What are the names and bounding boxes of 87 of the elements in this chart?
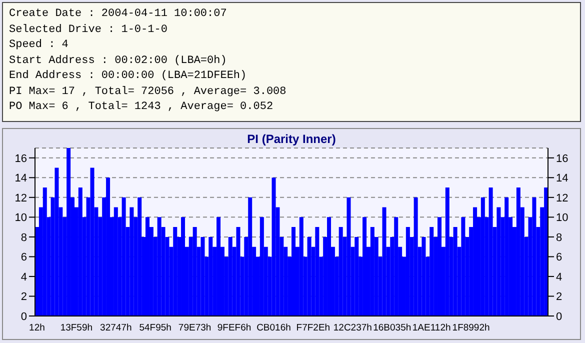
bar <box>106 178 110 316</box>
bar <box>414 197 418 316</box>
bar <box>406 227 410 316</box>
bar <box>90 168 94 316</box>
bar <box>438 217 442 316</box>
bar <box>66 148 71 316</box>
chart-title: PI (Parity Inner) <box>246 132 337 146</box>
text: End Address : 00:00:00 (LBA=21DFEEh) <box>9 69 248 84</box>
y2-tick-label: 6 <box>556 252 562 264</box>
bar <box>370 227 374 316</box>
bar <box>42 188 47 316</box>
bar <box>181 217 186 316</box>
bar <box>496 207 501 316</box>
y2-tick-label: 0 <box>556 310 562 323</box>
bar <box>422 236 426 316</box>
bar <box>272 178 276 316</box>
bar <box>480 197 485 316</box>
bar <box>504 197 509 316</box>
y2-tick-label: 16 <box>556 152 568 165</box>
bar <box>248 197 252 316</box>
bar <box>488 188 493 316</box>
bar <box>173 227 178 316</box>
text: Create Date : 2004-04-11 10:00:07 <box>9 7 228 22</box>
bar <box>260 217 264 316</box>
bar <box>354 236 359 316</box>
bar <box>228 236 232 316</box>
y2-tick-label: 8 <box>556 232 562 244</box>
bar <box>138 197 142 316</box>
x-tick-label: 13F59h <box>60 322 93 334</box>
x-tick-label: F7F2Eh <box>296 322 330 334</box>
bar <box>382 207 386 316</box>
bar <box>54 168 59 316</box>
bar <box>236 227 240 316</box>
bar <box>122 197 126 316</box>
bar <box>157 217 162 316</box>
x-tick-label: 1AE112h <box>412 322 451 334</box>
y2-tick-label: 4 <box>556 271 562 284</box>
y-tick-label: 14 <box>14 172 27 185</box>
y2-tick-label: 12 <box>556 192 568 204</box>
bar <box>299 217 304 316</box>
x-tick-label: 16B035h <box>373 322 412 334</box>
y-tick-label: 6 <box>20 252 27 264</box>
y2-tick-label: 14 <box>556 172 568 185</box>
text: PI Max= 17 , Total= 72056 , Average= 3.008 <box>9 84 288 100</box>
text: Start Address : 00:02:00 (LBA=0h) <box>9 54 228 68</box>
bar <box>200 236 205 316</box>
bar <box>338 227 343 316</box>
x-tick-label: 12h <box>29 322 45 334</box>
bar <box>346 197 351 316</box>
bar <box>192 227 197 316</box>
bar <box>315 227 320 316</box>
y-tick-label: 0 <box>20 310 27 323</box>
bar <box>430 227 434 316</box>
y-tick-label: 8 <box>20 232 27 244</box>
bar <box>292 227 296 316</box>
x-tick-label: 12C237h <box>333 322 372 334</box>
bar <box>145 217 150 316</box>
bar <box>453 227 458 316</box>
bar <box>394 217 398 316</box>
bar <box>461 217 466 316</box>
bar <box>208 236 213 316</box>
bar <box>78 188 82 316</box>
bar <box>114 207 118 316</box>
y2-tick-label: 2 <box>556 291 562 304</box>
bar <box>130 207 134 316</box>
text: PO Max= 6 , Total= 1243 , Average= 0.052 <box>9 100 274 115</box>
x-tick-label: 54F95h <box>139 322 172 334</box>
y-tick-label: 12 <box>14 192 27 204</box>
x-tick-label: 32747h <box>100 322 132 334</box>
text: Selected Drive : 1-0-1-0 <box>9 22 168 38</box>
y-tick-label: 16 <box>14 152 27 165</box>
x-tick-label: 1F8992h <box>452 322 490 334</box>
x-tick-label: CB016h <box>256 322 291 334</box>
text: Speed : 4 <box>9 38 70 53</box>
bar <box>216 217 221 316</box>
bar <box>532 197 536 316</box>
bar <box>473 207 478 316</box>
y-tick-label: 10 <box>14 212 27 224</box>
bar <box>445 188 450 316</box>
x-tick-label: 79E73h <box>178 322 212 334</box>
y-tick-label: 2 <box>20 291 27 304</box>
bar <box>516 188 520 316</box>
x-tick-label: 9FEF6h <box>217 322 252 334</box>
bar <box>327 217 332 316</box>
y2-tick-label: 10 <box>556 212 568 224</box>
bar <box>362 217 367 316</box>
y-tick-label: 4 <box>20 271 27 284</box>
